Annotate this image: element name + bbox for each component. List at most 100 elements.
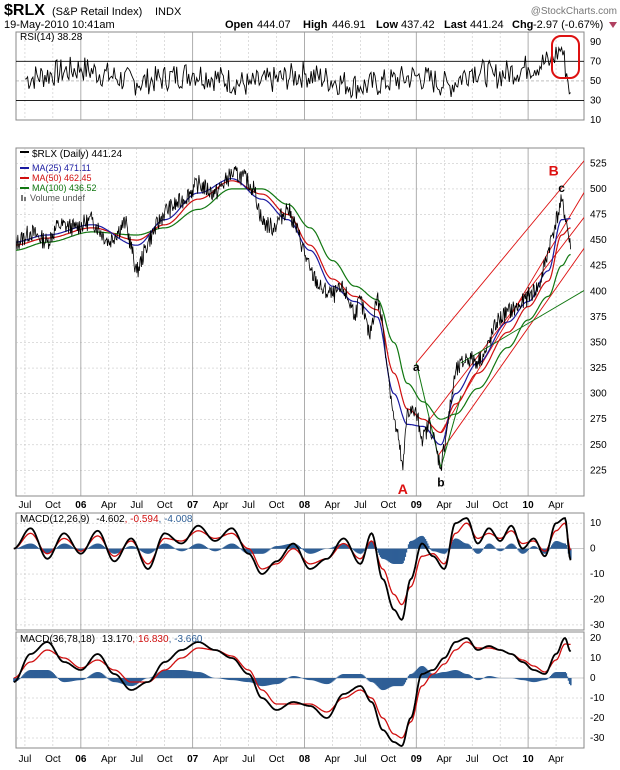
macd2-histogram-bar [279,678,281,684]
macd2-histogram-bar [346,674,348,679]
macd1-histogram-bar [474,548,477,553]
macd1-histogram-bar [37,548,40,549]
macd2-histogram-bar [118,678,120,683]
macd2-histogram-bar [247,678,250,683]
macd2-histogram-bar [553,672,555,679]
macd2-histogram-bar [299,677,301,679]
macd1-histogram-bar [316,548,318,553]
macd1-y-tick: 10 [590,518,602,529]
macd2-histogram-bar [84,678,87,679]
macd2-histogram-bar [565,673,568,679]
macd2-histogram-bar [363,675,365,679]
macd1-histogram-bar [28,543,31,549]
macd2-histogram-bar [420,666,422,679]
macd2-histogram-bar [325,678,327,685]
macd1-histogram-bar [451,541,454,549]
macd1-y-tick: 0 [590,544,596,555]
macd2-histogram-bar [277,678,279,685]
macd2-histogram-bar [495,677,497,679]
x-tick-label: 06 [75,754,87,765]
macd2-histogram-bar [554,672,556,679]
macd2-histogram-bar [189,671,192,679]
macd1-histogram-bar [139,548,142,551]
macd2-histogram-bar [326,678,328,685]
macd1-histogram-bar [129,546,132,549]
macd1-histogram-bar [24,544,26,549]
macd2-histogram-bar [137,678,139,684]
macd1-y-tick: -20 [590,594,605,605]
macd1-histogram-bar [458,539,460,549]
macd1-histogram-bar [109,548,111,553]
legend-price: $RLX (Daily) 441.24 [32,149,122,160]
macd2-histogram-bar [55,676,58,679]
macd2-histogram-bar [73,678,76,681]
macd1-histogram-bar [300,548,303,549]
macd2-histogram-bar [413,672,416,679]
rsi-y-tick: 50 [590,76,602,87]
macd1-histogram-bar [417,536,420,549]
macd1-histogram-bar [393,548,395,564]
macd1-histogram-bar [379,548,382,558]
macd2-histogram-bar [298,677,300,679]
macd1-histogram-bar [470,547,473,549]
macd1-histogram-bar [360,548,363,554]
macd2-histogram-bar [555,672,558,679]
macd1-histogram-bar [477,548,479,554]
x-tick-label: Jul [354,754,367,765]
macd1-histogram-bar [280,545,282,549]
macd1-histogram-bar [387,548,390,562]
macd1-histogram-bar [209,548,212,550]
macd1-histogram-bar [80,548,82,552]
macd2-histogram-bar [245,678,248,683]
macd2-histogram-bar [59,678,61,681]
macd1-histogram-bar [237,547,240,549]
macd2-histogram-bar [203,673,205,679]
macd1-histogram-bar [71,546,73,549]
macd2-histogram-bar [32,670,34,679]
macd1-histogram-bar [66,544,69,549]
macd2-histogram-bar [74,678,77,681]
macd2-histogram-bar [166,670,168,679]
macd2-histogram-bar [192,671,194,679]
macd2-histogram-bar [24,673,26,679]
macd1-histogram-bar [179,548,182,552]
macd1-histogram-bar [116,548,118,554]
macd1-histogram-bar [492,546,495,549]
macd1-histogram-bar [91,545,94,549]
macd1-histogram-bar [279,545,281,549]
macd1-histogram-bar [215,548,218,552]
macd2-histogram-bar [86,677,89,679]
macd2-histogram-bar [141,678,144,681]
macd2-histogram-bar [478,678,480,681]
macd1-histogram-bar [457,538,459,549]
macd1-histogram-bar [22,545,24,549]
macd2-histogram-bar [197,672,200,679]
macd2-histogram-bar [461,672,464,679]
macd2-histogram-bar [165,670,167,679]
x-tick-label: 08 [299,500,311,511]
macd2-y-tick: 10 [590,653,602,664]
macd1-histogram-bar [391,548,393,564]
macd1-histogram-bar [99,543,101,549]
macd2-histogram-bar [198,672,201,679]
macd1-histogram-bar [487,543,489,549]
macd2-histogram-bar [340,674,343,679]
macd2-histogram-bar [176,670,179,679]
macd2-histogram-bar [338,675,341,679]
macd2-histogram-bar [360,674,363,679]
macd2-histogram-bar [13,678,15,683]
macd1-histogram-bar [439,548,441,553]
macd1-histogram-bar [81,548,83,552]
macd2-histogram-bar [33,670,35,679]
macd2-histogram-bar [451,670,454,679]
macd1-histogram-bar [425,541,428,549]
macd1-histogram-bar [432,548,435,552]
macd2-histogram-bar [90,674,92,679]
trend-line [429,216,584,420]
x-tick-label: 08 [299,754,311,765]
macd2-histogram-bar [70,678,72,682]
macd2-histogram-bar [540,678,543,681]
macd2-histogram-bar [385,678,388,690]
macd2-histogram-bar [331,678,334,682]
macd2-histogram-bar [104,676,107,679]
